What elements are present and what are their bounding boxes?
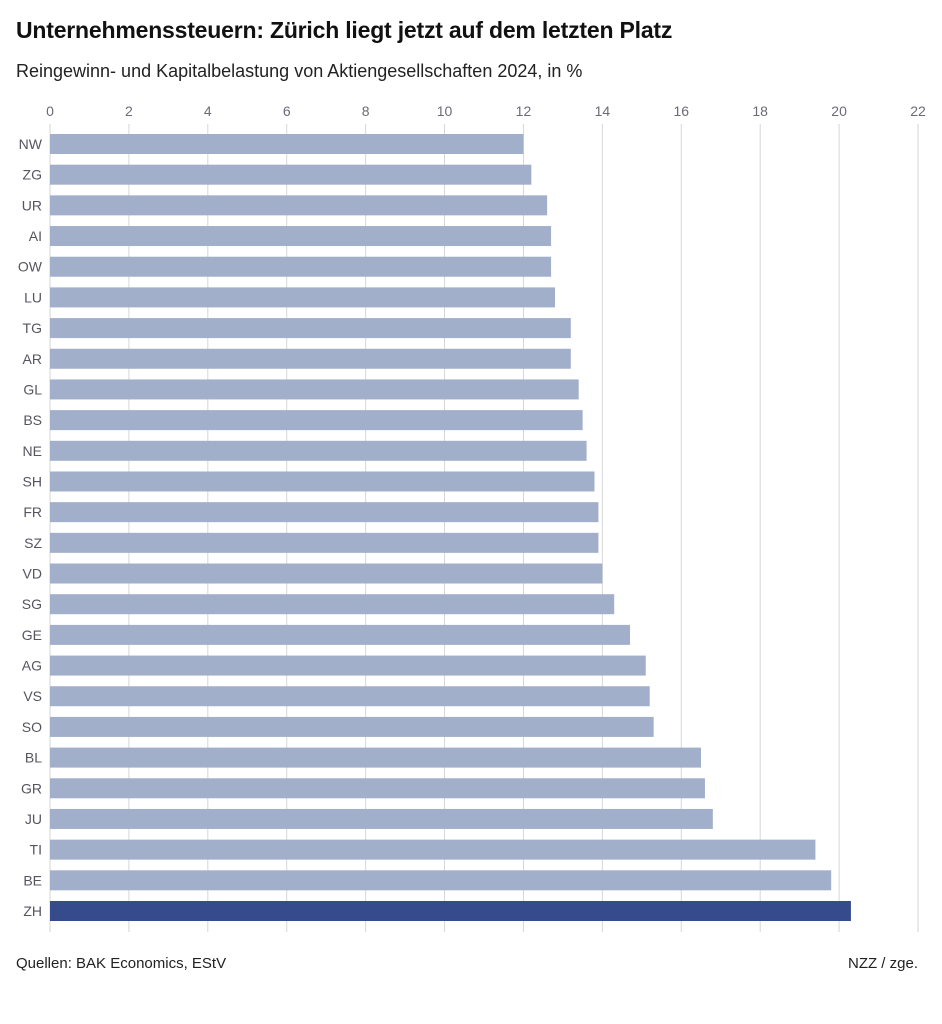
- x-tick-label-20: 20: [831, 103, 847, 119]
- bar-ti: [50, 839, 816, 860]
- bar-gl: [50, 379, 579, 400]
- bar-gr: [50, 778, 705, 799]
- category-label-sz: SZ: [24, 535, 42, 551]
- bar-sh: [50, 471, 595, 492]
- category-label-ju: JU: [25, 811, 42, 827]
- category-label-ti: TI: [30, 842, 42, 858]
- category-label-so: SO: [22, 719, 42, 735]
- bar-bs: [50, 410, 583, 431]
- chart-title: Unternehmenssteuern: Zürich liegt jetzt …: [16, 17, 673, 43]
- category-label-zg: ZG: [23, 167, 42, 183]
- category-label-nw: NW: [19, 136, 43, 152]
- category-label-bs: BS: [23, 412, 42, 428]
- x-tick-label-2: 2: [125, 103, 133, 119]
- category-label-fr: FR: [23, 504, 42, 520]
- category-label-lu: LU: [24, 289, 42, 305]
- bar-vs: [50, 686, 650, 707]
- x-tick-label-8: 8: [362, 103, 370, 119]
- bar-zg: [50, 164, 532, 185]
- x-tick-label-16: 16: [673, 103, 689, 119]
- source-note: Quellen: BAK Economics, EStV: [16, 955, 227, 972]
- bar-be: [50, 870, 832, 891]
- bar-ai: [50, 226, 552, 247]
- bar-ge: [50, 624, 630, 645]
- x-tick-label-14: 14: [595, 103, 611, 119]
- bar-ne: [50, 440, 587, 461]
- bar-ur: [50, 195, 548, 216]
- category-label-vs: VS: [23, 688, 42, 704]
- bar-lu: [50, 287, 556, 308]
- bar-so: [50, 716, 654, 737]
- bar-ar: [50, 348, 571, 369]
- category-label-ai: AI: [29, 228, 42, 244]
- bar-chart: 0 2 4 6 8 10 12 14 16 18 20 22 NW ZG UR AI OW LU TG AR GL BS N…: [0, 100, 942, 940]
- bar-bl: [50, 747, 701, 768]
- bar-vd: [50, 563, 603, 584]
- credit-note: NZZ / zge.: [847, 955, 918, 972]
- category-label-gl: GL: [23, 381, 42, 397]
- category-label-tg: TG: [23, 320, 42, 336]
- bar-chart-svg: 0 2 4 6 8 10 12 14 16 18 20 22 NW ZG UR AI OW LU TG AR GL BS N…: [18, 103, 926, 932]
- bar-nw: [50, 134, 524, 154]
- category-label-ar: AR: [23, 351, 42, 367]
- category-label-ur: UR: [22, 197, 42, 213]
- category-label-vd: VD: [23, 566, 42, 582]
- x-tick-label-4: 4: [204, 103, 212, 119]
- bar-ag: [50, 655, 646, 676]
- x-tick-label-12: 12: [516, 103, 532, 119]
- x-tick-label-18: 18: [752, 103, 768, 119]
- category-label-sh: SH: [23, 473, 42, 489]
- x-tick-label-6: 6: [283, 103, 291, 119]
- x-tick-label-0: 0: [46, 103, 54, 119]
- category-label-ow: OW: [18, 259, 43, 275]
- x-tick-label-22: 22: [910, 103, 926, 119]
- bar-ju: [50, 808, 713, 829]
- bar-tg: [50, 318, 571, 339]
- bar-sg: [50, 594, 615, 615]
- category-label-ne: NE: [23, 443, 42, 459]
- category-label-ag: AG: [22, 658, 42, 674]
- category-label-be: BE: [23, 872, 42, 888]
- bar-ow: [50, 256, 552, 277]
- chart-subtitle: Reingewinn- und Kapitalbelastung von Akt…: [16, 61, 583, 81]
- category-label-bl: BL: [25, 750, 42, 766]
- category-label-gr: GR: [21, 780, 42, 796]
- category-label-sg: SG: [22, 596, 42, 612]
- category-label-zh: ZH: [23, 903, 42, 919]
- category-label-ge: GE: [22, 627, 42, 643]
- bar-sz: [50, 532, 599, 553]
- bar-fr: [50, 502, 599, 523]
- bar-zh: [50, 901, 851, 921]
- x-tick-label-10: 10: [437, 103, 453, 119]
